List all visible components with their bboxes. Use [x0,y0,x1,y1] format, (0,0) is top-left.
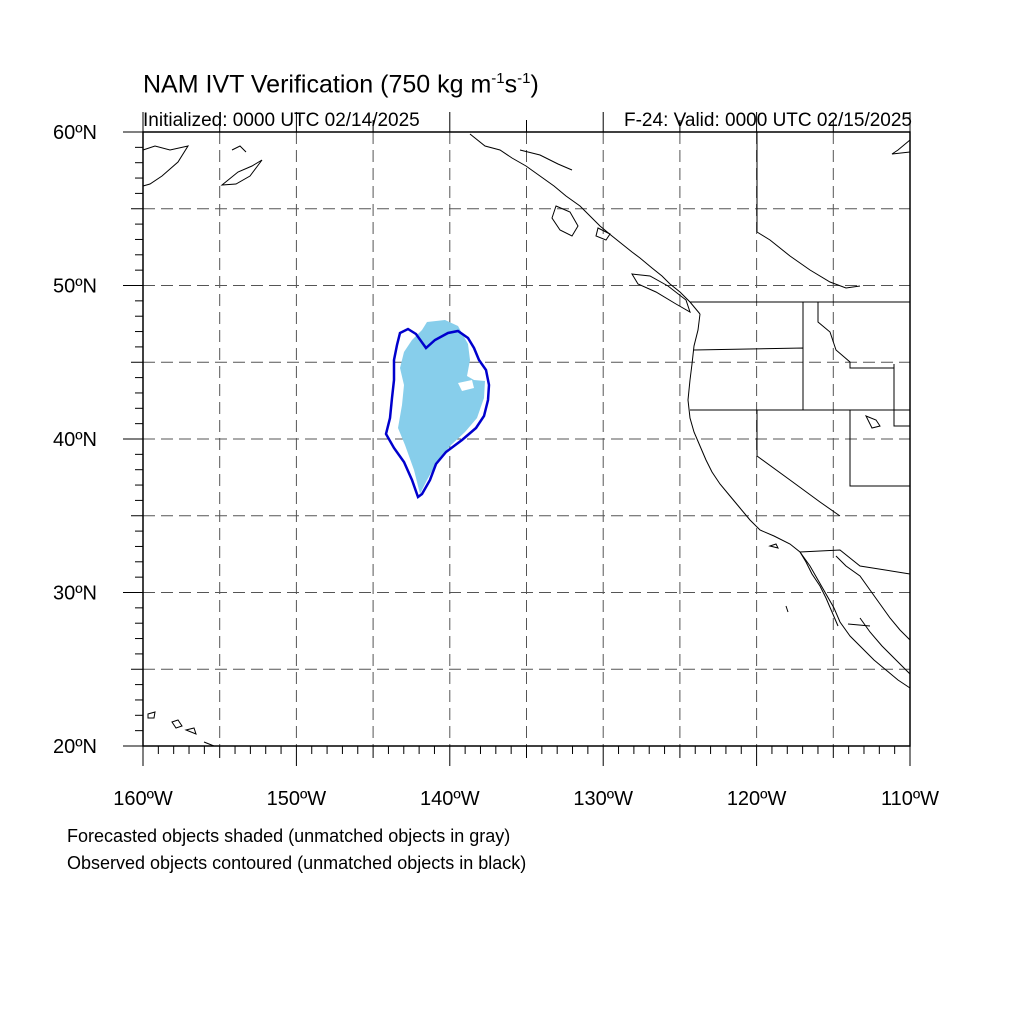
lat-label: 50ºN [53,276,97,298]
forecast-object-gap [458,380,474,391]
forecast-object-shading [398,320,485,494]
title-main: NAM IVT Verification (750 kg m [143,70,492,99]
lon-label: 160ºW [113,788,173,810]
title-exp2: -1 [517,70,531,87]
title-exp1: -1 [491,70,505,87]
lat-label: 30ºN [53,583,97,605]
axis-labels: 20ºN 30ºN 40ºN 50ºN 60ºN 160ºW 150ºW 140ºW 130ºW… [53,122,939,810]
lon-label: 120ºW [727,788,787,810]
lon-label: 150ºW [267,788,327,810]
graticule [143,132,910,746]
coastlines [142,133,911,747]
lon-label: 130ºW [573,788,633,810]
title-mid: s [504,70,518,99]
lon-label: 140ºW [420,788,480,810]
lat-label: 20ºN [53,736,97,758]
valid-time: F-24: Valid: 0000 UTC 02/15/2025 [624,110,912,131]
lat-label: 60ºN [53,122,97,144]
initialized-time: Initialized: 0000 UTC 02/14/2025 [143,110,420,131]
lon-label: 110ºW [881,788,939,810]
legend-observed: Observed objects contoured (unmatched ob… [67,853,527,873]
legend-forecast: Forecasted objects shaded (unmatched obj… [67,826,511,846]
lat-label: 40ºN [53,429,97,451]
chart-title: NAM IVT Verification (750 kg m-1s-1) [143,70,539,99]
axis-ticks [123,112,911,766]
political-boundaries [690,132,911,627]
title-end: ) [530,70,539,99]
observed-object-contour [384,327,491,500]
